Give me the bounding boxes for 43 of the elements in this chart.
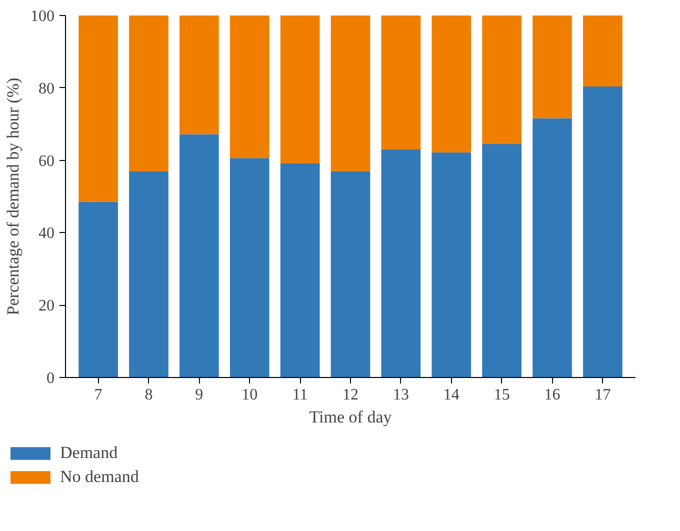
bar <box>129 16 168 172</box>
y-tick-label: 60 <box>38 152 54 170</box>
bar <box>280 16 320 164</box>
bar <box>230 16 270 158</box>
x-tick-label: 12 <box>342 386 358 404</box>
bar <box>432 152 472 378</box>
bar <box>381 16 421 150</box>
x-tick-label: 8 <box>144 386 153 404</box>
x-tick-label: 16 <box>544 386 560 404</box>
x-tick-label: 14 <box>443 386 460 404</box>
x-tick-label: 11 <box>292 386 308 404</box>
bar <box>330 171 370 378</box>
y-tick-label: 100 <box>30 8 54 25</box>
x-tick-label: 7 <box>94 386 102 404</box>
bar <box>583 16 622 86</box>
bar <box>432 16 472 152</box>
legend-label: Demand <box>60 443 118 463</box>
bar <box>180 134 219 378</box>
bar <box>381 149 421 378</box>
x-tick-label: 15 <box>494 386 510 404</box>
y-tick-label: 40 <box>38 225 54 242</box>
y-tick-label: 0 <box>46 370 54 387</box>
y-tick-label: 80 <box>38 80 54 98</box>
x-tick-label: 13 <box>392 386 409 404</box>
x-tick-label: 10 <box>242 386 258 404</box>
bar <box>78 202 118 378</box>
bar <box>330 16 370 172</box>
bar <box>78 16 118 202</box>
x-axis-title: Time of day <box>309 408 392 426</box>
bar <box>230 158 270 378</box>
bar <box>583 86 622 378</box>
y-axis-title: Percentage of demand by hour (%) <box>4 78 22 316</box>
bar <box>532 118 572 378</box>
bar <box>482 144 522 378</box>
bar <box>482 16 522 144</box>
legend-label: No demand <box>60 467 139 487</box>
bar <box>129 172 168 378</box>
x-tick-label: 9 <box>195 386 204 404</box>
bar <box>180 16 219 134</box>
y-tick-label: 20 <box>38 298 54 315</box>
bar <box>280 164 320 378</box>
x-tick-label: 17 <box>594 386 611 404</box>
bar <box>532 16 572 118</box>
